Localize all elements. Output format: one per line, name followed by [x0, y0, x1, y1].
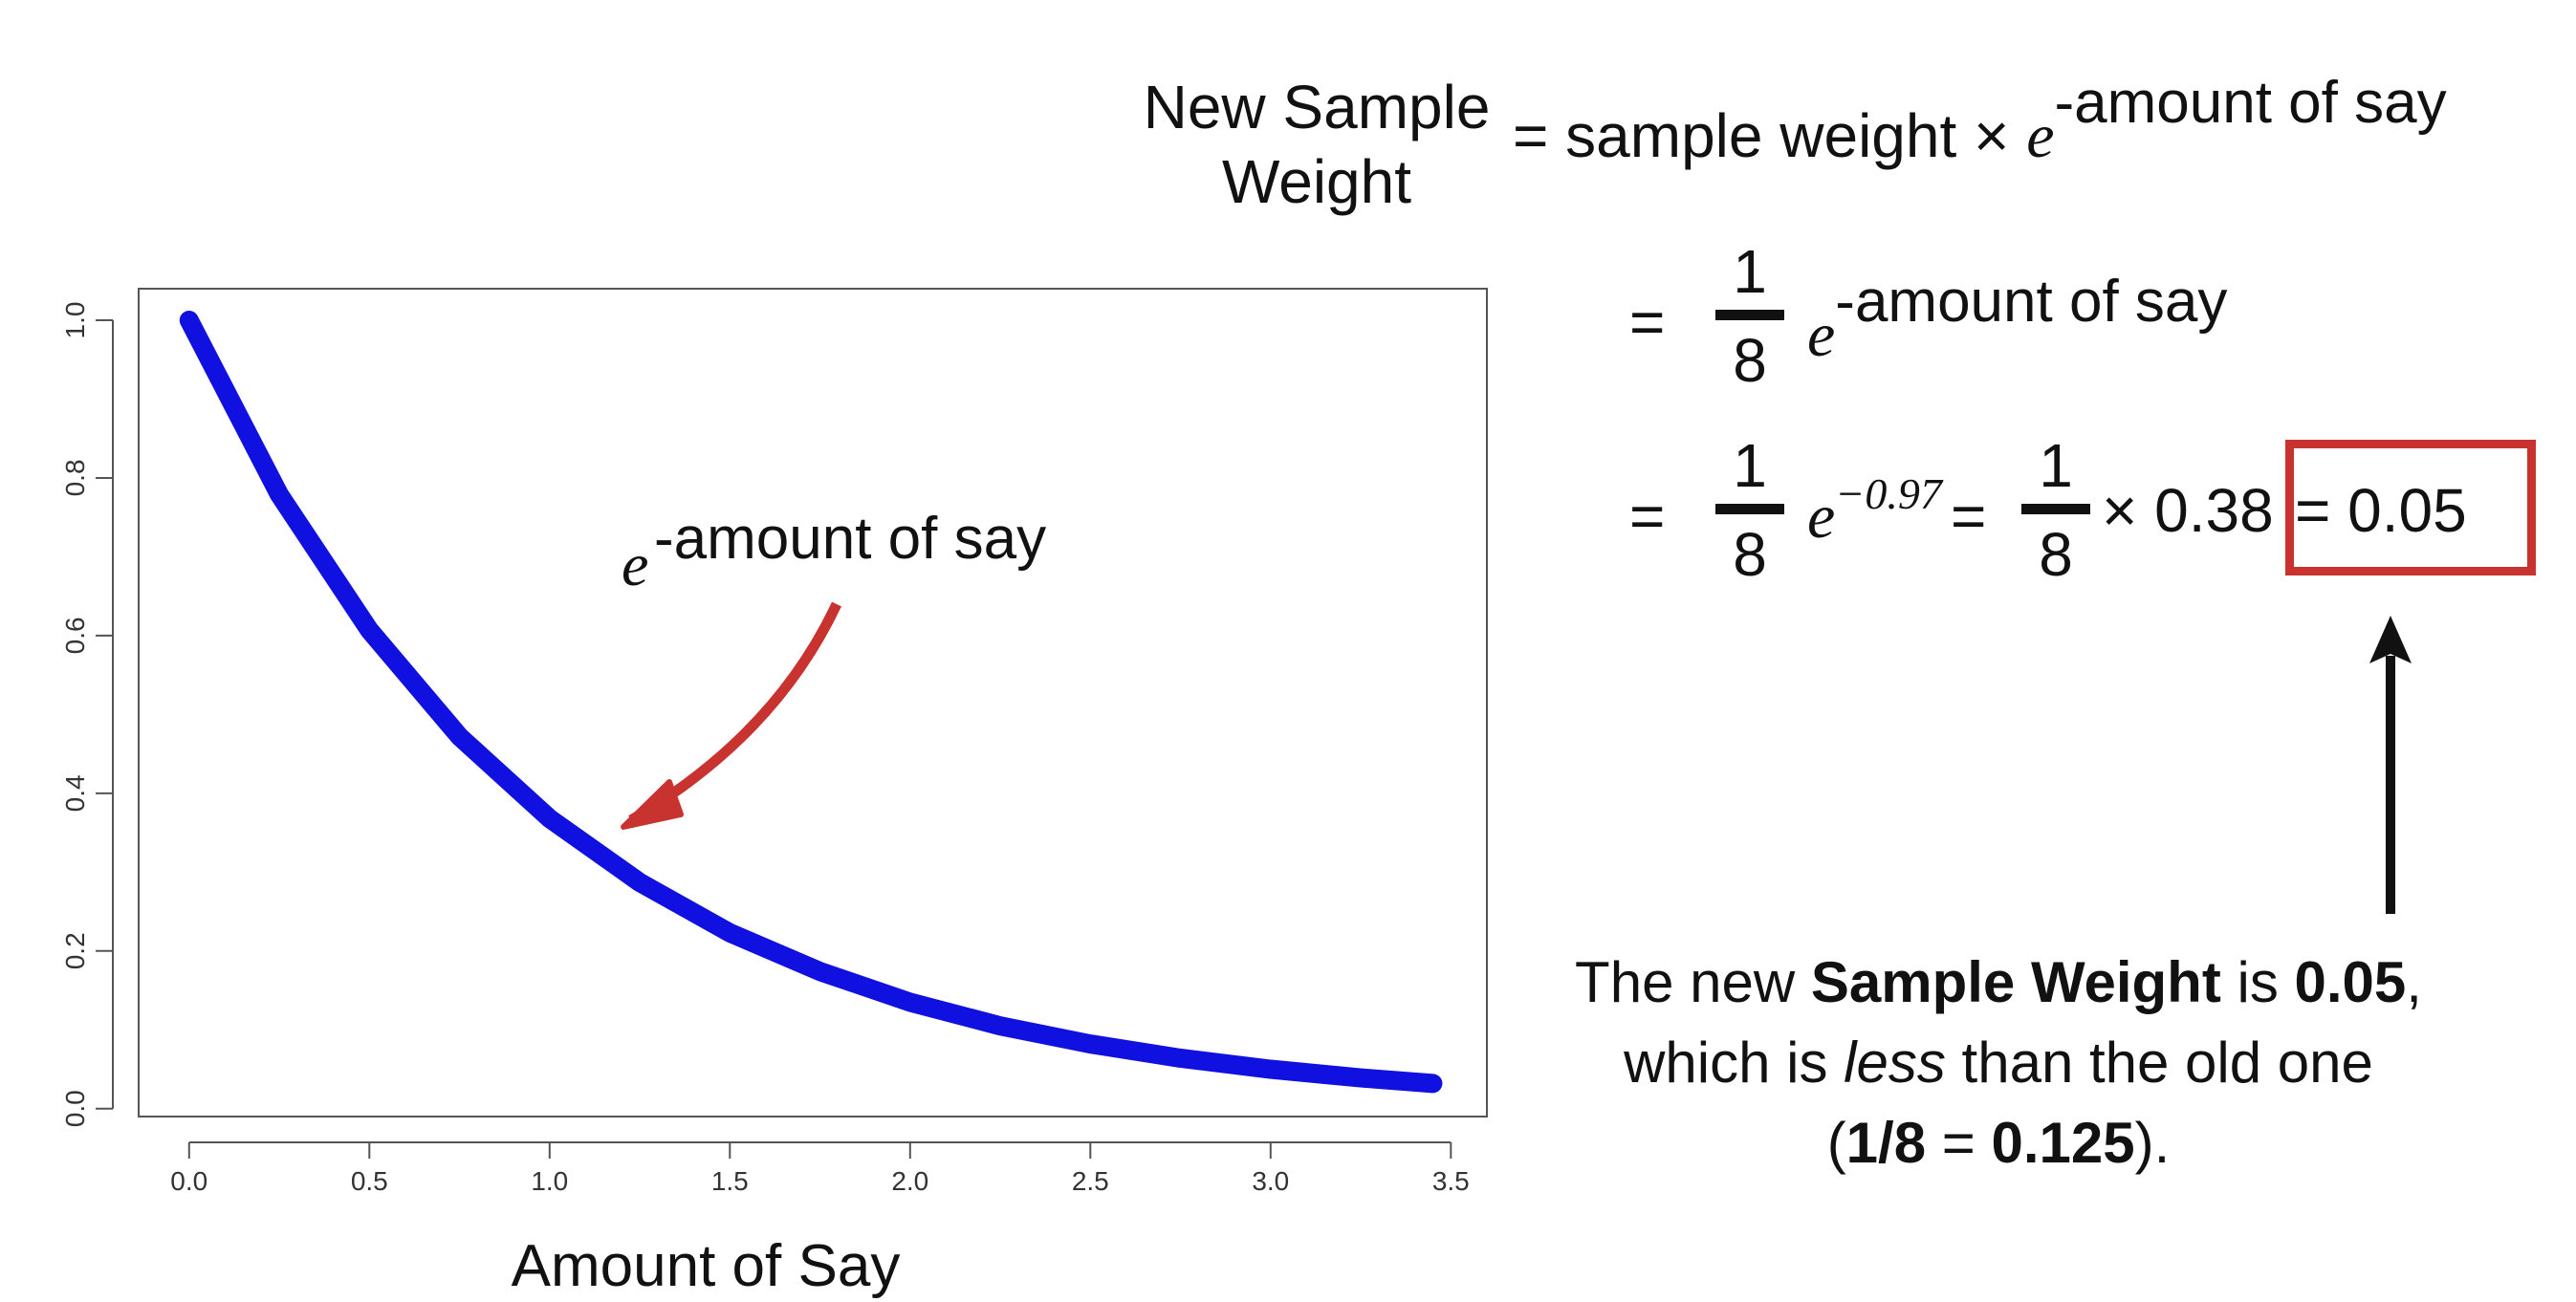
caption-text: is — [2220, 950, 2295, 1014]
fraction-denominator: 8 — [1733, 520, 1767, 589]
formula-line1: = sample weight × e-amount of say — [1513, 74, 2447, 168]
result-highlight-box — [2285, 440, 2536, 575]
caption-text: than the old one — [1945, 1031, 2373, 1095]
result-arrow-head — [2369, 616, 2412, 663]
x-tick-label: 3.5 — [1432, 1166, 1470, 1196]
formula-times-value: × 0.38 — [2102, 476, 2274, 545]
annotation-arrow-head — [621, 779, 684, 830]
formula-lhs-line2: Weight — [1221, 147, 1412, 216]
caption: The new Sample Weight is 0.05, which is … — [1473, 943, 2524, 1183]
caption-text: which is — [1624, 1031, 1845, 1095]
result-arrow — [2369, 616, 2412, 914]
fraction-denominator: 8 — [2039, 520, 2073, 589]
curve-annotation: e -amount of say — [621, 506, 1046, 830]
formula-line3-exp: e−0.97 — [1807, 472, 1942, 549]
equals-2: = — [1629, 288, 1666, 357]
x-tick-label: 2.5 — [1072, 1166, 1109, 1196]
y-axis: 0.0 0.2 0.4 0.6 0.8 1.0 — [60, 302, 114, 1127]
y-tick-label: 0.6 — [60, 617, 90, 654]
x-axis-label: Amount of Say — [512, 1233, 901, 1299]
decay-curve — [179, 310, 1443, 1094]
x-tick-label: 0.0 — [170, 1166, 207, 1196]
formula-lhs-line1: New Sample — [1143, 73, 1491, 141]
formula-e-2: e — [1807, 300, 1836, 370]
caption-text: The new — [1575, 950, 1811, 1014]
formula-e: e — [2026, 101, 2055, 171]
caption-text: = — [1926, 1111, 1992, 1175]
x-tick-label: 1.0 — [531, 1166, 568, 1196]
caption-italic: less — [1844, 1031, 1946, 1095]
caption-text: , — [2406, 950, 2422, 1014]
fraction-numerator: 1 — [1733, 237, 1767, 306]
formula-exp-value: −0.97 — [1835, 469, 1942, 518]
x-tick-label: 1.5 — [711, 1166, 749, 1196]
caption-line1: The new Sample Weight is 0.05, — [1473, 943, 2524, 1023]
caption-line3: (1/8 = 0.125). — [1473, 1103, 2524, 1183]
x-tick-label: 0.5 — [351, 1166, 388, 1196]
caption-bold: 0.125 — [1991, 1111, 2135, 1175]
plot-frame — [138, 288, 1488, 1118]
fraction-1-8-b: 1 8 — [1715, 435, 1784, 585]
caption-text: ( — [1826, 1111, 1846, 1175]
formula-result: = 0.05 — [2295, 476, 2467, 545]
formula-exponent: -amount of say — [2054, 70, 2447, 136]
fraction-denominator: 8 — [1733, 326, 1767, 395]
y-tick-label: 0.8 — [60, 459, 90, 496]
fraction-bar — [1715, 310, 1784, 320]
caption-line2: which is less than the old one — [1473, 1023, 2524, 1103]
formula-line2-exp: e-amount of say — [1807, 272, 2227, 367]
y-tick-label: 1.0 — [60, 302, 90, 339]
fraction-1-8-a: 1 8 — [1715, 241, 1784, 391]
caption-bold: Sample Weight — [1810, 950, 2221, 1014]
equals-3: = — [1629, 482, 1666, 551]
y-tick-label: 0.0 — [60, 1090, 90, 1127]
fraction-bar — [2021, 504, 2090, 514]
fraction-numerator: 1 — [1733, 431, 1767, 500]
annotation-exponent: -amount of say — [654, 506, 1046, 572]
caption-bold: 0.05 — [2294, 950, 2407, 1014]
annotation-e: e — [622, 531, 648, 598]
y-tick-label: 0.4 — [60, 774, 90, 812]
fraction-bar — [1715, 504, 1784, 514]
fraction-numerator: 1 — [2039, 431, 2073, 500]
caption-text: ). — [2134, 1111, 2171, 1175]
x-tick-label: 2.0 — [891, 1166, 928, 1196]
x-axis: 0.0 0.5 1.0 1.5 2.0 2.5 3.0 3.5 — [170, 1141, 1470, 1196]
y-tick-label: 0.2 — [60, 932, 90, 969]
x-tick-label: 3.0 — [1252, 1166, 1289, 1196]
formula-exponent-2: -amount of say — [1835, 269, 2228, 335]
formula-e-3: e — [1807, 482, 1836, 552]
caption-bold: 1/8 — [1845, 1111, 1927, 1175]
fraction-1-8-c: 1 8 — [2021, 435, 2090, 585]
formula-sample-weight: = sample weight × — [1513, 101, 2010, 170]
equals-4: = — [1951, 482, 1987, 551]
decay-chart: 0.0 0.5 1.0 1.5 2.0 2.5 3.0 3.5 0.0 0.2 0.4 0.6 0.8… — [60, 288, 1488, 1299]
